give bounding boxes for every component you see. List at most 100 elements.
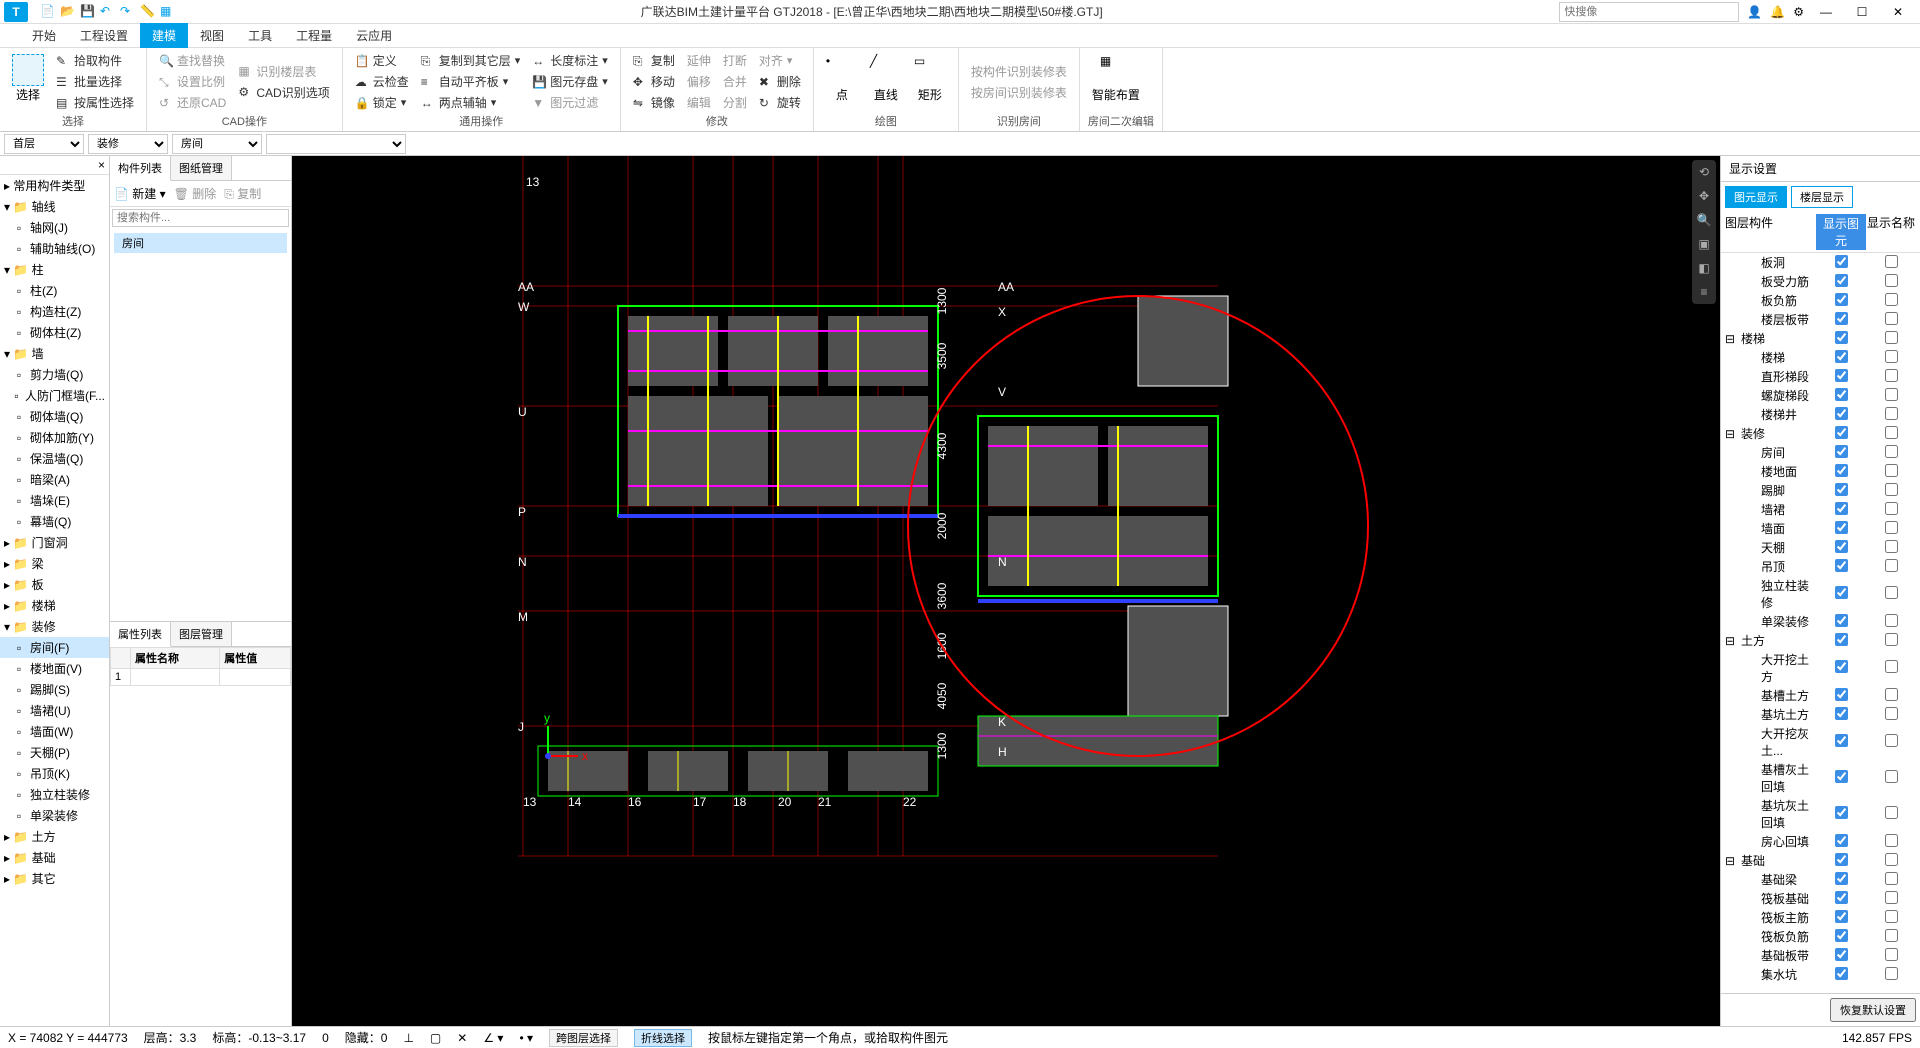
tree-item[interactable]: ▫独立柱装修 <box>0 784 109 805</box>
new-button[interactable]: 📄 新建 ▾ <box>114 185 166 202</box>
qa-grid-icon[interactable]: ▦ <box>160 4 176 20</box>
qa-save-icon[interactable]: 💾 <box>80 4 96 20</box>
tree-item[interactable]: ▫踢脚(S) <box>0 679 109 700</box>
delete-comp-button[interactable]: 🗑 删除 <box>174 185 217 202</box>
minimize-button[interactable]: — <box>1812 2 1840 22</box>
show-element-checkbox[interactable] <box>1835 369 1848 382</box>
show-element-checkbox[interactable] <box>1835 853 1848 866</box>
show-element-checkbox[interactable] <box>1835 770 1848 783</box>
show-element-checkbox[interactable] <box>1835 929 1848 942</box>
show-name-checkbox[interactable] <box>1885 521 1898 534</box>
tree-item[interactable]: ▫柱(Z) <box>0 280 109 301</box>
show-name-checkbox[interactable] <box>1885 350 1898 363</box>
show-element-checkbox[interactable] <box>1835 350 1848 363</box>
batch-select-button[interactable]: ☰批量选择 <box>52 72 138 91</box>
cross-layer-select-button[interactable]: 跨图层选择 <box>549 1029 618 1047</box>
split-button[interactable]: 分割 <box>719 93 751 112</box>
tree-group[interactable]: ▸ 📁 楼梯 <box>0 595 109 616</box>
tree-item[interactable]: ▫辅助轴线(O) <box>0 238 109 259</box>
component-item[interactable]: 房间 <box>114 233 287 253</box>
show-element-checkbox[interactable] <box>1835 521 1848 534</box>
show-element-checkbox[interactable] <box>1835 586 1848 599</box>
maximize-button[interactable]: ☐ <box>1848 2 1876 22</box>
show-element-checkbox[interactable] <box>1835 633 1848 646</box>
show-name-checkbox[interactable] <box>1885 872 1898 885</box>
mirror-button[interactable]: ⇋镜像 <box>629 93 679 112</box>
col-show-element[interactable]: 显示图元 <box>1816 214 1866 250</box>
subcategory-select[interactable]: 房间 <box>172 134 262 154</box>
show-name-checkbox[interactable] <box>1885 586 1898 599</box>
category-select[interactable]: 装修 <box>88 134 168 154</box>
tree-item[interactable]: ▫砌体加筋(Y) <box>0 427 109 448</box>
show-name-checkbox[interactable] <box>1885 929 1898 942</box>
close-button[interactable]: ✕ <box>1884 2 1912 22</box>
align-button[interactable]: 对齐 ▾ <box>755 51 805 70</box>
extend-button[interactable]: 延伸 <box>683 51 715 70</box>
tab-prop-list[interactable]: 属性列表 <box>110 622 171 647</box>
show-element-checkbox[interactable] <box>1835 274 1848 287</box>
tab-layer-mgmt[interactable]: 图层管理 <box>171 622 232 646</box>
tree-item[interactable]: ▫墙裙(U) <box>0 700 109 721</box>
qa-ruler-icon[interactable]: 📏 <box>140 4 156 20</box>
show-element-checkbox[interactable] <box>1835 464 1848 477</box>
set-scale-button[interactable]: ⤡设置比例 <box>155 72 230 91</box>
offset-button[interactable]: 偏移 <box>683 72 715 91</box>
show-element-checkbox[interactable] <box>1835 483 1848 496</box>
show-element-checkbox[interactable] <box>1835 312 1848 325</box>
select-by-attr-button[interactable]: ▤按属性选择 <box>52 93 138 112</box>
show-name-checkbox[interactable] <box>1885 734 1898 747</box>
show-name-checkbox[interactable] <box>1885 274 1898 287</box>
polyline-select-button[interactable]: 折线选择 <box>634 1029 692 1047</box>
angle-icon[interactable]: ∠ ▾ <box>483 1031 503 1045</box>
show-name-checkbox[interactable] <box>1885 293 1898 306</box>
copy-button[interactable]: ⎘复制 <box>629 51 679 70</box>
pan-icon[interactable]: ✥ <box>1692 184 1716 208</box>
tree-item[interactable]: ▫墙垛(E) <box>0 490 109 511</box>
element-textdisc-button[interactable]: 💾图元存盘 ▾ <box>528 72 612 91</box>
bell-icon[interactable]: 🔔 <box>1770 5 1785 19</box>
cloud-check-button[interactable]: ☁云检查 <box>351 72 413 91</box>
settings-icon[interactable]: ⚙ <box>1793 5 1804 19</box>
show-name-checkbox[interactable] <box>1885 369 1898 382</box>
tab-floor-display[interactable]: 楼层显示 <box>1791 186 1853 208</box>
snap-icon[interactable]: ⊥ <box>403 1031 413 1045</box>
edit-button[interactable]: 编辑 <box>683 93 715 112</box>
draw-rect-button[interactable]: ▭矩形 <box>910 50 950 113</box>
tab-start[interactable]: 开始 <box>20 23 68 48</box>
user-icon[interactable]: 👤 <box>1747 5 1762 19</box>
show-name-checkbox[interactable] <box>1885 502 1898 515</box>
tab-model[interactable]: 建模 <box>140 23 188 48</box>
show-name-checkbox[interactable] <box>1885 445 1898 458</box>
restore-cad-button[interactable]: ↺还原CAD <box>155 93 230 112</box>
tree-item[interactable]: ▫房间(F) <box>0 637 109 658</box>
auto-align-button[interactable]: ≡自动平齐板 ▾ <box>417 72 525 91</box>
show-name-checkbox[interactable] <box>1885 707 1898 720</box>
tree-group[interactable]: ▸ 📁 土方 <box>0 826 109 847</box>
show-element-checkbox[interactable] <box>1835 910 1848 923</box>
tree-item[interactable]: ▫单梁装修 <box>0 805 109 826</box>
show-element-checkbox[interactable] <box>1835 967 1848 980</box>
tree-item[interactable]: ▫天棚(P) <box>0 742 109 763</box>
delete-button[interactable]: ✖删除 <box>755 72 805 91</box>
show-name-checkbox[interactable] <box>1885 891 1898 904</box>
show-element-checkbox[interactable] <box>1835 614 1848 627</box>
show-name-checkbox[interactable] <box>1885 614 1898 627</box>
tree-group[interactable]: ▸ 📁 板 <box>0 574 109 595</box>
cube-icon[interactable]: ◧ <box>1692 256 1716 280</box>
tree-item[interactable]: ▫吊顶(K) <box>0 763 109 784</box>
qa-open-icon[interactable]: 📂 <box>60 4 76 20</box>
tree-item[interactable]: ▫楼地面(V) <box>0 658 109 679</box>
tab-project[interactable]: 工程设置 <box>68 23 140 48</box>
find-replace-button[interactable]: 🔍查找替换 <box>155 51 230 70</box>
define-button[interactable]: 📋定义 <box>351 51 413 70</box>
show-name-checkbox[interactable] <box>1885 540 1898 553</box>
extra-select[interactable] <box>266 134 406 154</box>
show-element-checkbox[interactable] <box>1835 407 1848 420</box>
tree-group[interactable]: ▾ 📁 墙 <box>0 343 109 364</box>
element-filter-button[interactable]: ▼图元过滤 <box>528 93 612 112</box>
tab-tools[interactable]: 工具 <box>236 23 284 48</box>
tab-element-display[interactable]: 图元显示 <box>1725 186 1787 208</box>
show-element-checkbox[interactable] <box>1835 426 1848 439</box>
tab-view[interactable]: 视图 <box>188 23 236 48</box>
show-element-checkbox[interactable] <box>1835 834 1848 847</box>
